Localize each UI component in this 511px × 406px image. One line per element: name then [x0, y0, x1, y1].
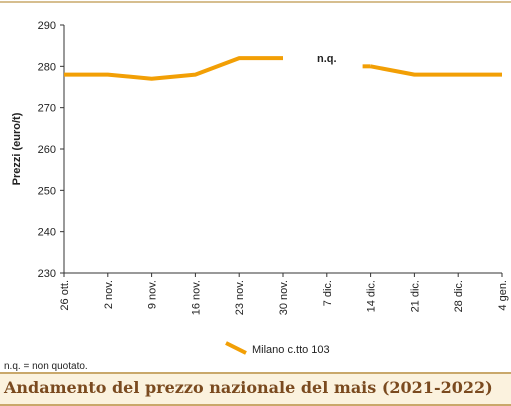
- y-tick-label: 240: [38, 227, 56, 239]
- x-tick-label: 7 dic.: [322, 280, 334, 306]
- x-tick-label: 21 dic.: [409, 280, 421, 312]
- series-line-segment: [370, 64, 502, 77]
- footnote: n.q. = non quotato.: [4, 361, 88, 372]
- y-tick-label: 270: [38, 103, 56, 115]
- labels-layer: 230 240 250 260 270 280 290 26 ott. 2 nov. 9 nov.…: [11, 20, 509, 315]
- x-tick-label: 26 ott.: [59, 280, 71, 311]
- y-axis-label: Prezzi (euro/t): [11, 112, 23, 185]
- x-tick-label: 28 dic.: [453, 280, 465, 312]
- series-layer: [64, 56, 502, 81]
- legend-swatch: [225, 341, 247, 355]
- y-tick-label: 250: [38, 185, 56, 197]
- x-tick-label: 14 dic.: [366, 280, 378, 312]
- line-chart: 230 240 250 260 270 280 290 26 ott. 2 nov. 9 nov.…: [0, 1, 511, 356]
- y-tick-label: 230: [38, 268, 56, 280]
- series-line-segment: [64, 56, 283, 81]
- x-tick-label: 2 nov.: [103, 280, 115, 309]
- y-tick-label: 290: [38, 20, 56, 32]
- annotation-nq: n.q.: [317, 53, 337, 65]
- title-bar: Andamento del prezzo nazionale del mais …: [0, 372, 511, 406]
- x-tick-label: 9 nov.: [147, 280, 159, 309]
- chart-area: 230 240 250 260 270 280 290 26 ott. 2 nov. 9 nov.…: [0, 1, 511, 356]
- x-tick-label: 16 nov.: [190, 280, 202, 315]
- axes: [60, 24, 503, 277]
- x-tick-label: 4 gen.: [497, 280, 509, 311]
- legend: Milano c.tto 103: [225, 341, 330, 356]
- x-tick-label: 30 nov.: [278, 280, 290, 315]
- y-tick-label: 280: [38, 61, 56, 73]
- legend-label: Milano c.tto 103: [252, 344, 330, 356]
- chart-title: Andamento del prezzo nazionale del mais …: [4, 378, 493, 397]
- x-tick-label: 23 nov.: [234, 280, 246, 315]
- y-tick-label: 260: [38, 144, 56, 156]
